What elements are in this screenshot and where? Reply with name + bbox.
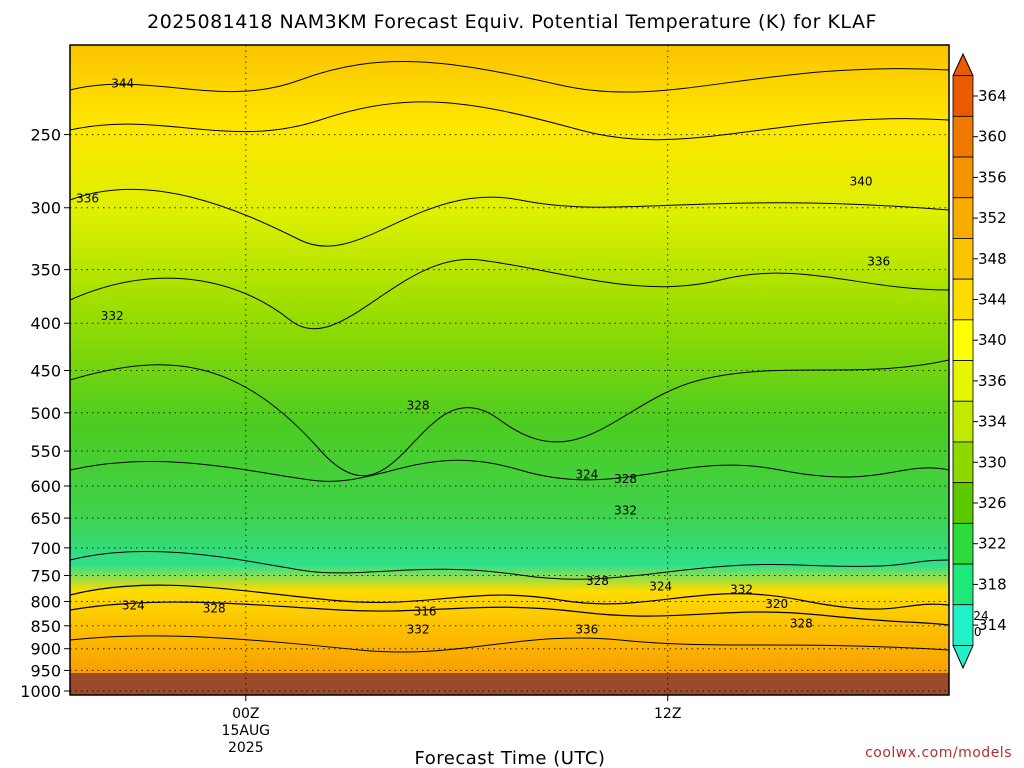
colorbar-swatch xyxy=(952,400,974,443)
y-tick-label: 800 xyxy=(30,592,61,611)
contour-label: 332 xyxy=(730,583,753,597)
contour-line xyxy=(70,188,949,247)
colorbar-label: 314 xyxy=(978,616,1007,634)
contour-label: 328 xyxy=(407,398,430,412)
contour-line xyxy=(70,635,949,653)
x-tick-label: 00Z xyxy=(232,706,259,722)
contour-label: 336 xyxy=(76,191,99,205)
y-tick-label: 400 xyxy=(30,314,61,333)
contour-line xyxy=(70,359,949,477)
surface-band xyxy=(70,673,949,695)
contour-line xyxy=(70,61,949,93)
contour-label: 328 xyxy=(614,472,637,486)
contour-line xyxy=(70,101,949,141)
x-tick-label: 12Z xyxy=(654,706,681,722)
colorbar-swatch xyxy=(952,278,974,321)
x-tick-label: 2025 xyxy=(228,740,264,756)
colorbar-swatch xyxy=(952,563,974,606)
colorbar-swatch xyxy=(952,319,974,361)
contour-label: 320 xyxy=(765,597,788,611)
contour-label: 328 xyxy=(790,616,813,630)
y-tick-label: 450 xyxy=(30,361,61,380)
colorbar-swatch xyxy=(952,238,974,280)
contour-label: 324 xyxy=(122,598,145,612)
y-tick-label: 850 xyxy=(30,617,61,636)
colorbar-label: 344 xyxy=(978,291,1007,309)
contour-label: 316 xyxy=(414,604,437,618)
colorbar-label: 326 xyxy=(978,494,1007,512)
contour-line xyxy=(70,459,949,482)
colorbar-label: 322 xyxy=(978,535,1007,553)
colorbar-swatch xyxy=(952,115,974,158)
contour-label: 324 xyxy=(575,467,598,481)
plot-frame xyxy=(69,44,950,696)
x-axis: 00Z15AUG202512Z00Z16AUG12Z00Z17AUG xyxy=(222,695,681,756)
contour-label: 324 xyxy=(649,580,672,594)
y-tick-label: 500 xyxy=(30,404,61,423)
contour-label: 328 xyxy=(203,601,226,615)
y-tick-label: 900 xyxy=(30,640,61,659)
colorbar: 364 360 356 352 348 344 340 336 334 330 326 322 318 3… xyxy=(952,52,1007,670)
y-tick-label: 550 xyxy=(30,442,61,461)
y-tick-label: 950 xyxy=(30,661,61,680)
plot-area xyxy=(70,45,949,695)
colorbar-swatch xyxy=(952,441,974,484)
y-tick-label: 300 xyxy=(30,199,61,218)
colorbar-label: 364 xyxy=(978,87,1007,105)
colorbar-label: 360 xyxy=(978,128,1007,146)
y-tick-label: 700 xyxy=(30,539,61,558)
y-tick-label: 650 xyxy=(30,509,61,528)
colorbar-label: 330 xyxy=(978,453,1007,471)
colorbar-swatch xyxy=(952,482,974,524)
contour-line xyxy=(70,550,949,580)
contour-line xyxy=(70,258,949,330)
contour-label: 336 xyxy=(575,623,598,637)
colorbar-bottom-arrow xyxy=(952,644,974,670)
x-axis-label: Forecast Time (UTC) xyxy=(415,748,606,768)
colorbar-swatch xyxy=(952,360,974,402)
contour-labels: 3443443403403403363363363323323323323323… xyxy=(76,76,988,639)
contour-label: 328 xyxy=(586,574,609,588)
colorbar-swatch xyxy=(952,75,974,117)
y-axis: 250 300 350 400 450 500 550 600 650 700 750 800 850 9… xyxy=(20,126,70,701)
x-tick-label: 15AUG xyxy=(222,723,271,739)
y-tick-label: 750 xyxy=(30,567,61,586)
contour-label: 336 xyxy=(867,255,890,269)
colorbar-label: 352 xyxy=(978,209,1007,227)
colorbar-swatch xyxy=(952,156,974,199)
y-tick-label: 600 xyxy=(30,477,61,496)
grid-lines xyxy=(70,45,949,695)
colorbar-swatch xyxy=(952,522,974,565)
credit-text: coolwx.com/models xyxy=(865,745,1012,761)
contour-label: 344 xyxy=(111,76,134,90)
contour-line xyxy=(70,601,949,626)
contour-label: 332 xyxy=(101,309,124,323)
contour-label: 332 xyxy=(614,504,637,518)
y-tick-label: 1000 xyxy=(20,682,61,701)
contour-label: 332 xyxy=(407,623,430,637)
colorbar-label: 336 xyxy=(978,372,1007,390)
contour-label: 340 xyxy=(850,174,873,188)
contour-line xyxy=(70,584,949,610)
colorbar-top-arrow xyxy=(952,52,974,77)
colorbar-label: 334 xyxy=(978,413,1007,431)
colorbar-label: 318 xyxy=(978,575,1007,593)
colorbar-swatch xyxy=(952,604,974,646)
colorbar-label: 340 xyxy=(978,331,1007,349)
chart-title: 2025081418 NAM3KM Forecast Equiv. Potent… xyxy=(147,11,877,33)
colorbar-swatch xyxy=(952,197,974,239)
y-tick-label: 350 xyxy=(30,261,61,280)
y-tick-label: 250 xyxy=(30,126,61,145)
colorbar-label: 356 xyxy=(978,168,1007,186)
colorbar-label: 348 xyxy=(978,250,1007,268)
